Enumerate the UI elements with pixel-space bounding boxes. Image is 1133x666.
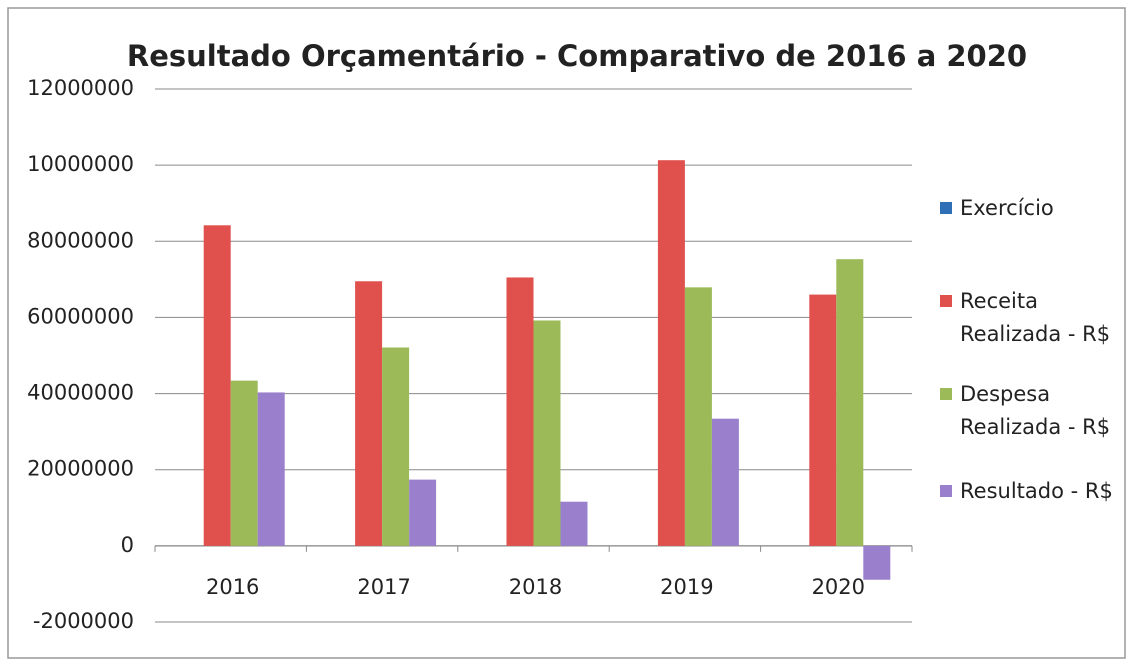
bar [257,392,285,546]
bar [809,294,837,546]
bar [506,277,534,546]
legend-swatch [940,295,952,307]
bar [836,259,864,546]
y-tick-label: 10000000 [27,152,134,176]
y-tick-label: 60000000 [27,304,134,328]
legend-label: Exercício [960,196,1054,220]
chart-title: Resultado Orçamentário - Comparativo de … [127,39,1027,73]
bar [355,281,383,546]
y-tick-label: 12000000 [27,76,134,100]
y-tick-label: 80000000 [27,228,134,252]
bar [863,545,891,580]
x-tick-label: 2017 [357,575,410,599]
legend-label: Despesa Realizada - R$ [960,382,1111,439]
bar [560,501,588,546]
y-tick-label: 40000000 [27,381,134,405]
bar [533,320,561,546]
y-tick-label: 20000000 [27,457,134,481]
legend-swatch [940,202,952,214]
bar [711,418,739,546]
x-tick-label: 2020 [812,575,865,599]
x-tick-label: 2018 [509,575,562,599]
legend-label: Receita Realizada - R$ [960,289,1111,346]
legend-swatch [940,388,952,400]
bar [203,225,231,546]
bar [684,287,712,546]
frame [7,7,1126,659]
y-tick-label: -2000000 [33,609,134,633]
bar [657,160,685,546]
y-tick-label: 0 [121,533,134,557]
x-tick-label: 2016 [206,575,259,599]
legend-swatch [940,485,952,497]
legend-label: Resultado - R$ [960,479,1113,503]
x-tick-label: 2019 [660,575,713,599]
bar [230,380,258,546]
bar [409,479,437,546]
bar [382,347,410,546]
